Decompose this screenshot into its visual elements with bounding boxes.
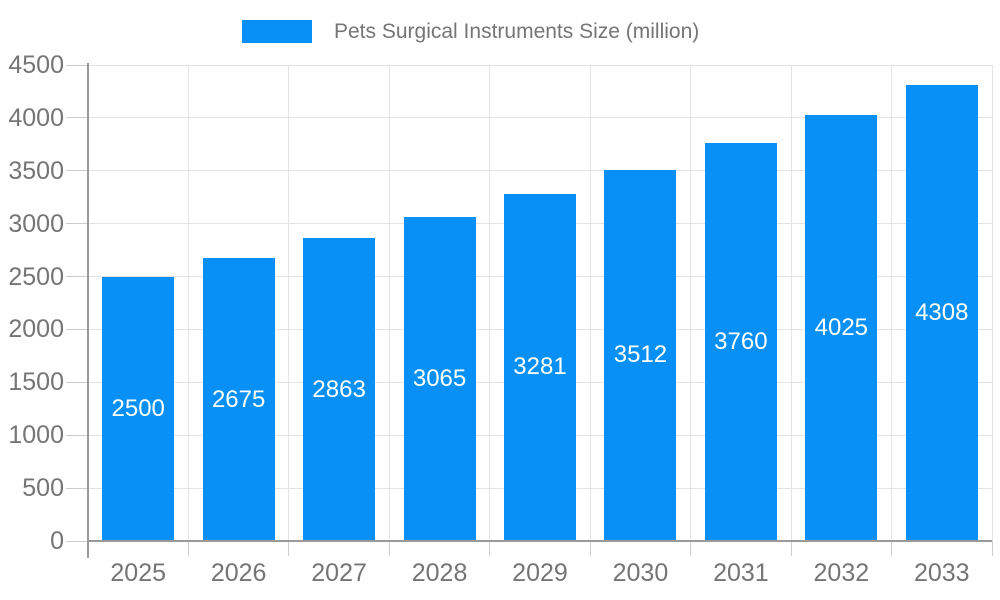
bar-value-label: 4308 bbox=[915, 299, 969, 327]
y-axis-line bbox=[87, 63, 89, 558]
bar: 2675 bbox=[202, 258, 275, 541]
x-axis-label: 2029 bbox=[512, 559, 568, 587]
x-grid-line bbox=[891, 65, 893, 541]
y-axis-label: 1000 bbox=[8, 421, 64, 450]
x-axis-label: 2030 bbox=[612, 559, 669, 587]
bar: 2500 bbox=[102, 276, 175, 541]
bar-value-label: 3065 bbox=[412, 364, 467, 392]
x-grid-line bbox=[991, 65, 993, 541]
legend-label: Pets Surgical Instruments Size (million) bbox=[334, 20, 700, 43]
x-axis-tick bbox=[690, 541, 692, 556]
bar: 4025 bbox=[805, 115, 878, 541]
chart-legend[interactable]: Pets Surgical Instruments Size (million) bbox=[242, 20, 699, 43]
x-axis-label: 2027 bbox=[311, 559, 367, 587]
y-axis-label: 500 bbox=[22, 474, 64, 503]
x-axis-label: 2025 bbox=[110, 559, 167, 587]
bar: 2863 bbox=[303, 238, 376, 541]
x-grid-line bbox=[589, 65, 591, 541]
bar-value-label: 4025 bbox=[814, 314, 869, 342]
bar-value-label: 2863 bbox=[312, 375, 366, 403]
x-axis-tick bbox=[891, 541, 893, 556]
bar-value-label: 2500 bbox=[111, 394, 165, 422]
bar: 3512 bbox=[604, 169, 677, 541]
bar-value-label: 3760 bbox=[714, 328, 768, 356]
y-grid-line bbox=[88, 64, 992, 66]
x-axis-label: 2032 bbox=[813, 559, 870, 587]
x-axis-label: 2033 bbox=[913, 559, 970, 587]
x-grid-line bbox=[489, 65, 491, 541]
x-grid-line bbox=[187, 65, 189, 541]
bar: 3281 bbox=[504, 193, 576, 541]
x-axis-label: 2031 bbox=[713, 559, 769, 587]
x-axis-tick bbox=[991, 541, 993, 556]
x-axis-label: 2028 bbox=[411, 559, 468, 587]
bar-value-label: 2675 bbox=[211, 385, 266, 413]
x-grid-line bbox=[288, 65, 290, 541]
y-axis-label: 4500 bbox=[8, 51, 64, 79]
y-grid-line bbox=[88, 170, 992, 172]
y-axis-tick bbox=[66, 223, 88, 225]
y-axis-tick bbox=[66, 328, 88, 330]
y-axis-label: 3000 bbox=[8, 209, 64, 238]
x-axis-tick bbox=[388, 541, 390, 556]
bar: 3065 bbox=[403, 216, 476, 541]
y-axis-tick bbox=[66, 117, 88, 119]
x-axis-label: 2026 bbox=[210, 559, 267, 587]
legend-swatch bbox=[242, 20, 312, 43]
bar: 4308 bbox=[905, 85, 978, 541]
x-axis-tick bbox=[489, 541, 491, 556]
y-grid-line bbox=[88, 117, 992, 119]
x-grid-line bbox=[388, 65, 390, 541]
x-axis-line bbox=[88, 540, 992, 542]
bar-value-label: 3512 bbox=[613, 341, 668, 369]
y-axis-label: 2000 bbox=[8, 315, 64, 344]
y-axis-label: 4000 bbox=[8, 103, 64, 132]
x-axis-tick bbox=[589, 541, 591, 556]
y-axis-tick bbox=[66, 540, 88, 542]
x-grid-line bbox=[690, 65, 692, 541]
bar-value-label: 3281 bbox=[513, 353, 567, 381]
y-axis-tick bbox=[66, 487, 88, 489]
y-axis-tick bbox=[66, 434, 88, 436]
y-axis-tick bbox=[66, 381, 88, 383]
y-axis-label: 0 bbox=[50, 527, 64, 555]
y-axis-tick bbox=[66, 170, 88, 172]
x-axis-tick bbox=[288, 541, 290, 556]
y-axis-tick bbox=[66, 64, 88, 66]
y-axis-label: 2500 bbox=[8, 262, 64, 291]
x-axis-tick bbox=[187, 541, 189, 556]
x-axis-tick bbox=[790, 541, 792, 556]
x-grid-line bbox=[790, 65, 792, 541]
y-axis-tick bbox=[66, 276, 88, 278]
y-axis-label: 1500 bbox=[8, 368, 64, 397]
bar: 3760 bbox=[704, 143, 777, 541]
y-axis-label: 3500 bbox=[8, 156, 64, 185]
